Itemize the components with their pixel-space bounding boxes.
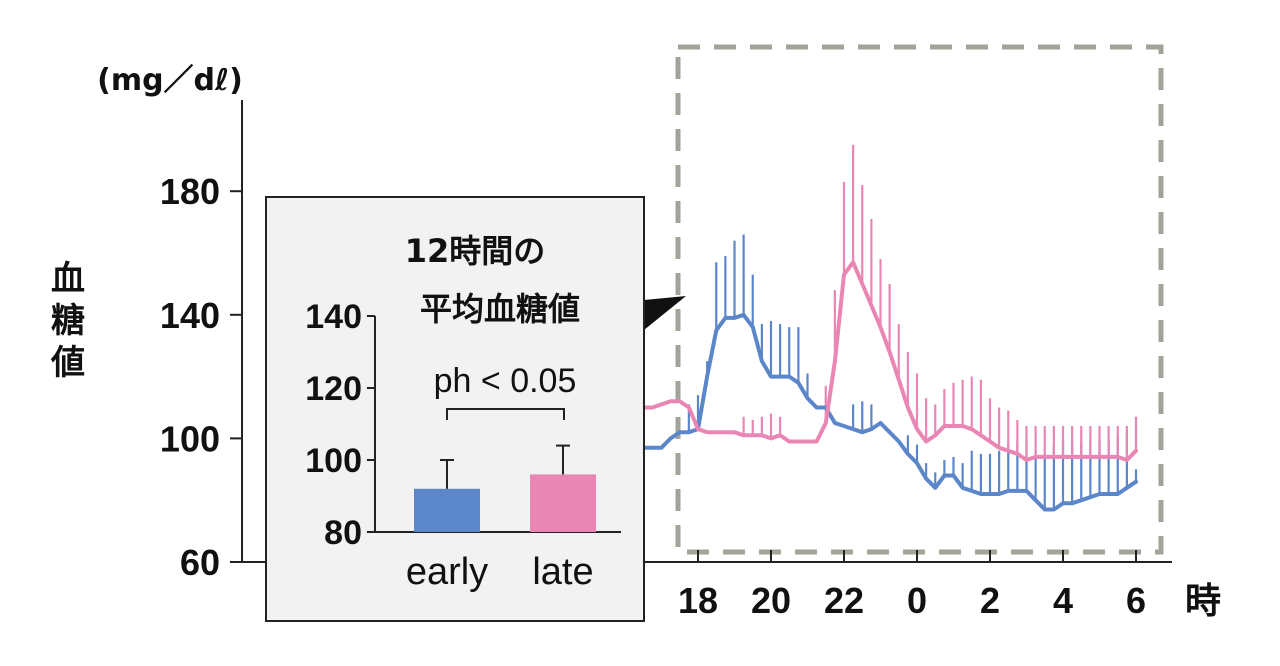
inset-title-line-1: 12時間の xyxy=(405,232,546,270)
y-tick-label: 60 xyxy=(180,542,220,583)
inset-y-tick-label: 100 xyxy=(305,442,362,480)
x-tick-label: 0 xyxy=(907,580,927,621)
category-label-late: late xyxy=(532,551,593,593)
x-tick-label: 20 xyxy=(751,580,791,621)
x-tick-label: 6 xyxy=(1126,580,1146,621)
y-tick-label: 180 xyxy=(160,171,220,212)
x-axis-unit: 時 xyxy=(1185,581,1221,622)
significance-label: ph < 0.05 xyxy=(434,362,577,400)
inset-callout-pointer xyxy=(644,296,686,330)
y-axis-title-char-3: 値 xyxy=(50,343,85,383)
main-axes: 60 100 140 180 18 20 22 0 2 4 6 xyxy=(160,100,1172,621)
x-tick-label: 4 xyxy=(1053,580,1073,621)
inset-panel: 12時間の 平均血糖値 80 100 120 140 early late ph < 0… xyxy=(265,196,645,622)
y-tick-label: 100 xyxy=(160,418,220,459)
inset-y-tick-label: 140 xyxy=(305,298,362,336)
bar-early xyxy=(414,488,480,532)
significance-bracket xyxy=(446,408,565,420)
inset-title-line-2: 平均血糖値 xyxy=(420,290,580,328)
inset-bars: early late xyxy=(406,444,596,593)
y-tick-label: 140 xyxy=(160,295,220,336)
x-tick-label: 22 xyxy=(824,580,864,621)
y-axis-title-char-1: 血 xyxy=(51,259,85,299)
series-line-late xyxy=(595,260,1138,462)
y-axis-unit: (mg／dℓ) xyxy=(97,63,243,98)
night-highlight-box xyxy=(675,44,1164,555)
x-tick-label: 2 xyxy=(980,580,1000,621)
series-line-early xyxy=(595,312,1138,512)
error-bars xyxy=(687,144,1138,510)
series-lines xyxy=(595,260,1138,512)
x-tick-label: 18 xyxy=(678,580,718,621)
y-axis-title-char-2: 糖 xyxy=(51,301,85,341)
inset-y-tick-label: 120 xyxy=(305,370,362,408)
category-label-early: early xyxy=(406,551,488,593)
bar-late xyxy=(530,474,596,532)
inset-y-tick-label: 80 xyxy=(324,514,362,552)
